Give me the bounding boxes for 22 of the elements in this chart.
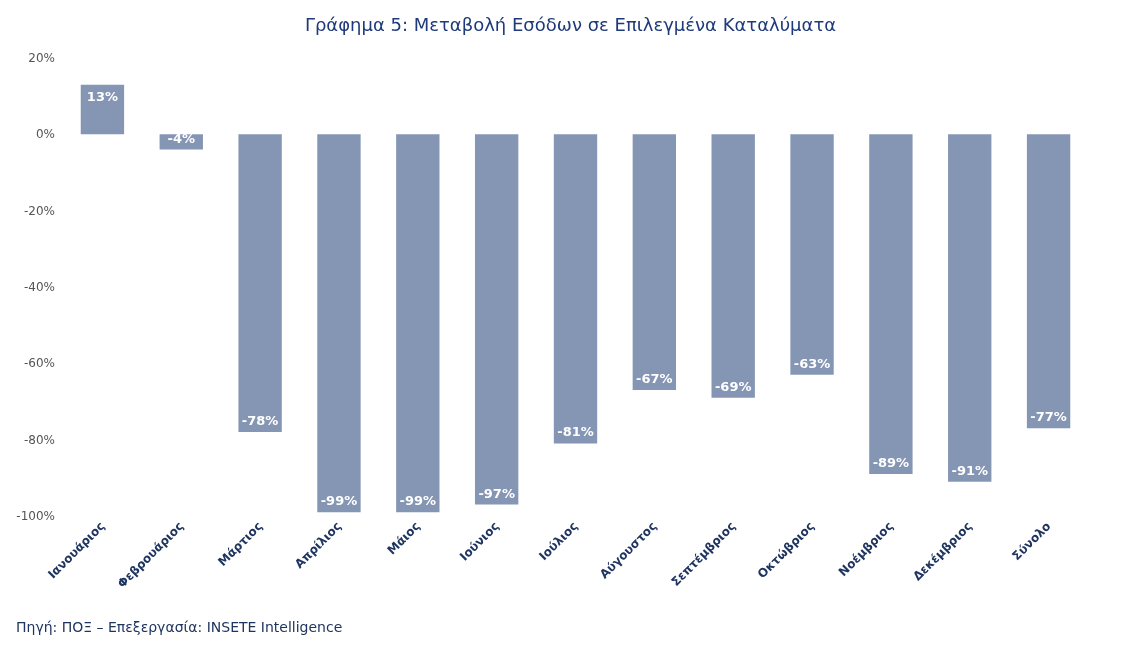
data-label: -69% (714, 378, 752, 394)
data-label: 13% (86, 88, 118, 104)
y-tick-label: -20% (23, 203, 55, 218)
data-label: -91% (951, 462, 988, 478)
text: Πηγή: ΠΟΞ – Επεξεργασία: INSETE Intelligence (16, 619, 343, 635)
data-label: -97% (478, 485, 515, 501)
data-label: -63% (793, 355, 831, 371)
data-label: -67% (636, 371, 673, 387)
data-label: -99% (320, 493, 358, 509)
data-label: -77% (1030, 409, 1067, 425)
y-tick-label: -60% (23, 356, 55, 371)
data-label: -99% (399, 493, 437, 509)
y-tick-label: -80% (23, 432, 55, 447)
y-tick-label: 20% (28, 51, 55, 65)
data-label: -81% (557, 424, 594, 440)
data-label: -89% (872, 455, 910, 471)
chart-title: Γράφημα 5: Μεταβολή Εσόδων σε Επιλεγμένα Καταλύματα (304, 13, 837, 35)
y-tick-label: -40% (23, 280, 55, 294)
y-tick-label: -100% (16, 509, 55, 523)
data-label: -78% (241, 413, 279, 429)
data-label: -4% (167, 130, 195, 146)
y-tick-label: 0% (35, 127, 55, 142)
